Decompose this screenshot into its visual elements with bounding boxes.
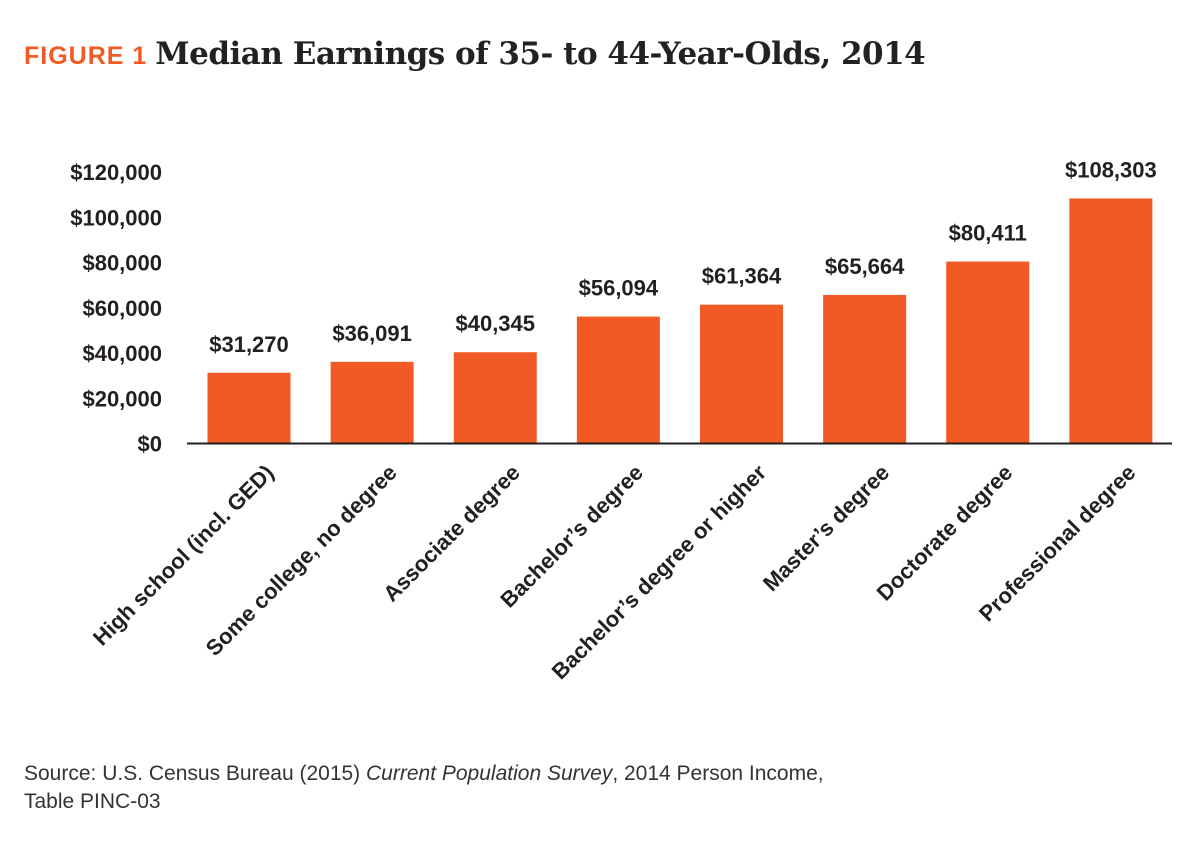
bar-value-label: $36,091 [332, 321, 412, 346]
y-axis-ticks: $0 $20,000 $40,000 $60,000 $80,000 $100,000 $1… [70, 160, 162, 457]
bar-value-label: $80,411 [949, 221, 1027, 246]
bar [823, 294, 907, 444]
bar [1069, 198, 1153, 444]
bar-value-label: $31,270 [209, 332, 289, 357]
source-line2: Table PINC-03 [24, 790, 161, 813]
y-tick-label: $0 [138, 432, 162, 457]
category-label: Master’s degree [758, 460, 894, 596]
bar-value-label: $40,345 [455, 311, 535, 336]
category-labels: High school (incl. GED)Some college, no … [88, 460, 1140, 685]
bar-value-label: $56,094 [579, 276, 659, 301]
y-tick-label: $60,000 [82, 296, 162, 321]
source-prefix: Source: U.S. Census Bureau (2015) [24, 762, 367, 785]
y-tick-label: $80,000 [82, 251, 162, 276]
category-label: Doctorate degree [872, 460, 1018, 606]
chart-header: FIGURE 1 Median Earnings of 35- to 44-Ye… [24, 36, 926, 72]
y-tick-label: $40,000 [82, 341, 162, 366]
source-suffix: , 2014 Person Income, [612, 762, 824, 785]
bar [207, 372, 291, 444]
category-label: Associate degree [378, 460, 525, 607]
y-tick-label: $20,000 [82, 386, 162, 411]
chart-title: Median Earnings of 35- to 44-Year-Olds, … [155, 36, 926, 72]
bar-value-label: $61,364 [702, 264, 782, 289]
bar [453, 352, 537, 444]
bar-value-label: $65,664 [825, 254, 905, 279]
bar-chart: $0 $20,000 $40,000 $60,000 $80,000 $100,000 $1… [70, 157, 1172, 685]
bar-value-label: $108,303 [1065, 157, 1157, 182]
bars [207, 198, 1153, 444]
source-note: Source: U.S. Census Bureau (2015) Curren… [24, 760, 824, 816]
bar [330, 361, 414, 444]
bar [576, 316, 660, 444]
source-survey: Current Population Survey [366, 762, 613, 785]
value-labels: $31,270 $36,091 $40,345 $56,094 $61,364 $65,6… [209, 157, 1157, 356]
y-tick-label: $100,000 [70, 205, 162, 230]
y-tick-label: $120,000 [70, 160, 162, 185]
category-label: Bachelor’s degree or higher [547, 460, 772, 685]
bar [946, 261, 1030, 444]
figure-label: FIGURE 1 [24, 42, 148, 70]
bar [700, 304, 783, 444]
